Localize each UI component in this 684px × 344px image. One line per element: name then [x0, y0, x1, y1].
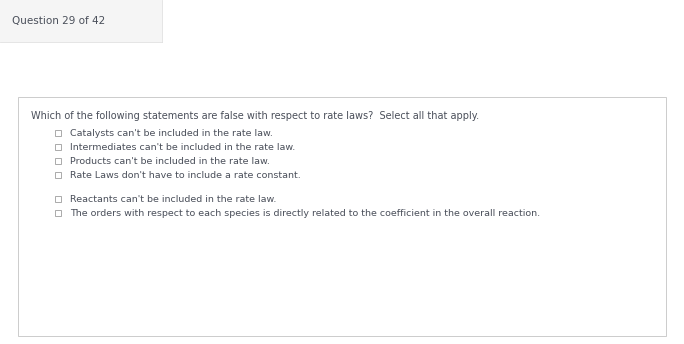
FancyBboxPatch shape [18, 97, 666, 336]
Text: Question 29 of 42: Question 29 of 42 [12, 16, 105, 26]
Bar [55, 210, 61, 216]
Text: Catalysts can't be included in the rate law.: Catalysts can't be included in the rate … [70, 129, 273, 138]
Bar [55, 158, 61, 164]
Bar [55, 144, 61, 150]
Bar [55, 172, 61, 178]
Bar [55, 130, 61, 136]
Text: Products can't be included in the rate law.: Products can't be included in the rate l… [70, 157, 270, 165]
FancyBboxPatch shape [0, 0, 684, 42]
Text: Reactants can't be included in the rate law.: Reactants can't be included in the rate … [70, 194, 276, 204]
Bar [55, 196, 61, 202]
Text: Which of the following statements are false with respect to rate laws?  Select a: Which of the following statements are fa… [31, 111, 479, 121]
FancyBboxPatch shape [0, 0, 162, 42]
Text: The orders with respect to each species is directly related to the coefficient i: The orders with respect to each species … [70, 208, 540, 217]
Text: Intermediates can't be included in the rate law.: Intermediates can't be included in the r… [70, 142, 295, 151]
Text: Rate Laws don't have to include a rate constant.: Rate Laws don't have to include a rate c… [70, 171, 301, 180]
